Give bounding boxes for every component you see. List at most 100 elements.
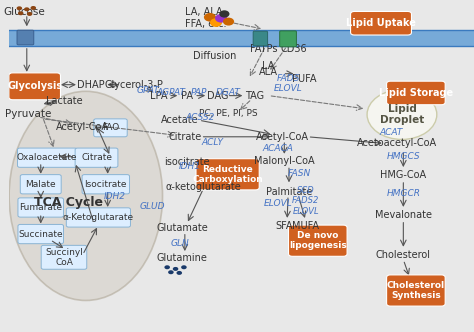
Text: De novo
lipogenesis: De novo lipogenesis [289, 231, 346, 250]
Text: GLUD: GLUD [139, 202, 165, 211]
Circle shape [204, 13, 216, 22]
FancyBboxPatch shape [351, 12, 411, 35]
Text: Reductive
Carboxylation: Reductive Carboxylation [192, 165, 263, 184]
Circle shape [18, 11, 24, 15]
Text: Succinyl
CoA: Succinyl CoA [45, 248, 83, 267]
Text: FADS
ELOVL: FADS ELOVL [273, 74, 302, 93]
Text: PUFA: PUFA [292, 74, 317, 84]
Text: Lactate: Lactate [46, 96, 82, 106]
Text: ACACA: ACACA [263, 144, 293, 153]
Text: Glucose: Glucose [3, 7, 45, 17]
Text: PC, PE, PI, PS: PC, PE, PI, PS [199, 109, 258, 118]
Text: FASN: FASN [288, 169, 311, 178]
Text: α-Ketoglutarate: α-Ketoglutarate [63, 213, 134, 222]
Text: Glutamate: Glutamate [156, 223, 208, 233]
Text: LA, ALA,
FFA, etc.: LA, ALA, FFA, etc. [184, 7, 226, 29]
FancyBboxPatch shape [82, 175, 129, 194]
FancyBboxPatch shape [94, 119, 127, 137]
Text: SCD
FADS2
ELOVL: SCD FADS2 ELOVL [292, 186, 319, 216]
Text: Lipid Uptake: Lipid Uptake [346, 18, 416, 28]
Circle shape [30, 6, 36, 10]
Text: ACAT: ACAT [380, 127, 403, 137]
Text: Malonyl-CoA: Malonyl-CoA [254, 156, 315, 166]
Circle shape [181, 265, 187, 269]
Ellipse shape [9, 91, 163, 300]
Text: Isocitrate: Isocitrate [84, 180, 127, 189]
FancyBboxPatch shape [18, 198, 64, 217]
Text: Acetyl-CoA: Acetyl-CoA [56, 122, 109, 132]
Text: FATPs: FATPs [250, 44, 278, 54]
Text: TCA Cycle: TCA Cycle [34, 196, 103, 209]
Text: GPAT: GPAT [136, 86, 159, 95]
Text: ACSS2: ACSS2 [186, 113, 215, 123]
Text: FAO: FAO [102, 123, 119, 132]
Text: Acetoacetyl-CoA: Acetoacetyl-CoA [357, 138, 438, 148]
Text: DGAT: DGAT [216, 88, 241, 97]
Text: DAG: DAG [207, 91, 228, 101]
Text: Pyruvate: Pyruvate [6, 109, 52, 119]
Text: Acetate: Acetate [161, 115, 199, 125]
Text: Glycolysis: Glycolysis [7, 81, 62, 91]
Text: Succinate: Succinate [18, 229, 63, 239]
FancyBboxPatch shape [280, 31, 296, 47]
Text: PA: PA [181, 91, 193, 101]
FancyBboxPatch shape [17, 30, 34, 45]
FancyBboxPatch shape [9, 30, 474, 46]
Text: HMGCS: HMGCS [386, 152, 420, 161]
FancyBboxPatch shape [18, 224, 64, 244]
Circle shape [173, 267, 178, 271]
Text: Citrate: Citrate [81, 153, 112, 162]
Text: isocitrate: isocitrate [164, 157, 210, 167]
Circle shape [24, 7, 29, 11]
Text: IDH1: IDH1 [179, 162, 201, 171]
Circle shape [219, 10, 229, 18]
FancyBboxPatch shape [253, 31, 268, 46]
Text: ELOVL: ELOVL [264, 199, 292, 208]
Text: AGPAT: AGPAT [156, 88, 185, 97]
Text: Acetyl-CoA: Acetyl-CoA [256, 132, 309, 142]
FancyBboxPatch shape [196, 159, 259, 190]
Text: Lipid
Droplet: Lipid Droplet [380, 104, 424, 125]
Text: TAG: TAG [245, 91, 264, 101]
Text: α-ketoglutarate: α-ketoglutarate [165, 182, 241, 192]
Text: Oxaloacetate: Oxaloacetate [17, 153, 77, 162]
FancyBboxPatch shape [9, 73, 61, 100]
FancyBboxPatch shape [289, 225, 347, 256]
FancyBboxPatch shape [20, 175, 61, 194]
Text: ALA: ALA [259, 67, 278, 77]
Text: LPA: LPA [150, 91, 168, 101]
Text: Cholesterol: Cholesterol [376, 250, 431, 260]
FancyBboxPatch shape [18, 148, 77, 167]
Circle shape [210, 18, 222, 27]
Circle shape [27, 12, 32, 16]
Text: LA: LA [262, 61, 275, 71]
Text: Glutamine: Glutamine [156, 253, 208, 263]
Text: PAP: PAP [191, 88, 207, 97]
Circle shape [17, 6, 22, 10]
Text: MUFA: MUFA [292, 221, 319, 231]
FancyBboxPatch shape [75, 148, 118, 167]
Text: GLN: GLN [171, 238, 190, 248]
Text: Mevalonate: Mevalonate [375, 210, 432, 220]
FancyBboxPatch shape [387, 275, 445, 306]
Text: Lipid Storage: Lipid Storage [379, 88, 453, 98]
Text: Glycerol-3-P: Glycerol-3-P [104, 80, 163, 90]
Circle shape [223, 18, 234, 26]
Text: IDH2: IDH2 [104, 192, 126, 201]
Text: Malate: Malate [26, 180, 56, 189]
Text: Citrate: Citrate [168, 132, 201, 142]
Text: HMG-CoA: HMG-CoA [380, 170, 427, 180]
Circle shape [176, 271, 182, 275]
FancyBboxPatch shape [387, 81, 445, 105]
Text: HMGCR: HMGCR [386, 189, 420, 198]
FancyBboxPatch shape [41, 245, 87, 269]
Circle shape [164, 265, 170, 269]
Text: ACLY: ACLY [202, 137, 224, 147]
Text: CD36: CD36 [280, 44, 307, 54]
Text: Diffusion: Diffusion [193, 51, 236, 61]
Circle shape [168, 270, 173, 274]
Circle shape [215, 14, 227, 23]
Text: DHAP: DHAP [77, 80, 104, 90]
FancyBboxPatch shape [66, 208, 130, 227]
Text: Cholesterol
Synthesis: Cholesterol Synthesis [387, 281, 445, 300]
